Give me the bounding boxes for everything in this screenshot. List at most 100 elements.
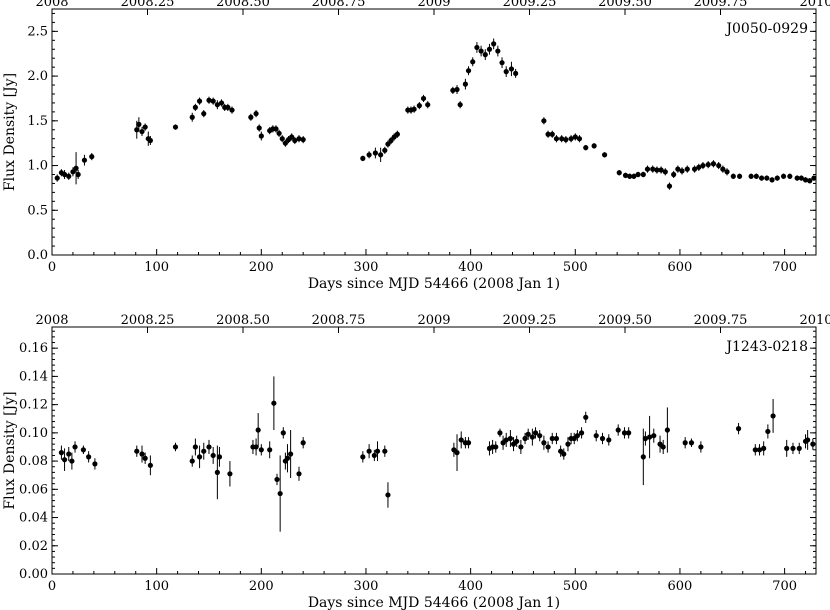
x-tick-label: 100 — [144, 579, 169, 594]
top-axis-label: 2008.75 — [312, 313, 366, 328]
data-point — [192, 444, 198, 450]
data-point — [253, 111, 259, 117]
data-point — [81, 157, 88, 163]
data-point — [276, 130, 282, 136]
data-point — [621, 430, 628, 436]
x-tick-label: 700 — [772, 579, 797, 594]
data-point — [253, 444, 259, 450]
source-name: J0050-0929 — [724, 21, 808, 37]
data-point — [684, 166, 690, 172]
data-point — [541, 440, 547, 446]
data-point — [802, 177, 809, 183]
data-point — [737, 173, 743, 179]
y-tick-label: 0.12 — [19, 398, 48, 413]
data-point — [72, 444, 78, 450]
data-point — [189, 458, 195, 464]
data-point — [545, 131, 551, 137]
data-point — [210, 98, 216, 104]
data-point — [360, 454, 366, 460]
data-point — [561, 451, 567, 457]
data-point — [61, 457, 68, 463]
data-point — [522, 435, 528, 442]
data-point — [807, 178, 813, 184]
data-point — [525, 431, 531, 437]
x-tick-label: 100 — [144, 260, 169, 275]
data-point — [142, 455, 148, 461]
data-point — [474, 44, 480, 51]
data-point — [748, 173, 754, 179]
x-tick-label: 600 — [668, 579, 693, 594]
top-axis-label: 2009.75 — [694, 0, 748, 10]
data-point — [769, 177, 775, 183]
top-axis-label: 2009.50 — [598, 0, 652, 10]
data-point — [385, 141, 391, 147]
data-point — [256, 125, 262, 131]
data-point — [486, 46, 493, 52]
plot-frame — [51, 326, 817, 575]
x-tick-label: 200 — [249, 260, 274, 275]
data-point — [255, 427, 261, 433]
data-point — [545, 444, 551, 450]
data-point — [679, 168, 685, 174]
x-tick-label: 0 — [48, 260, 56, 275]
data-point — [654, 167, 660, 173]
data-point — [300, 137, 306, 143]
data-point — [371, 452, 377, 459]
top-axis-label: 2009.50 — [598, 313, 652, 328]
data-point — [532, 430, 539, 436]
y-tick-label: 0.10 — [19, 426, 48, 441]
top-axis-label: 2008.50 — [216, 313, 270, 328]
data-point — [142, 124, 148, 130]
data-point — [537, 433, 543, 439]
data-point — [716, 162, 722, 169]
data-point — [279, 136, 285, 142]
data-point — [507, 435, 513, 442]
top-axis-label: 2008.50 — [216, 0, 270, 10]
data-point — [495, 48, 501, 54]
y-tick-label: 0.16 — [19, 341, 48, 356]
data-point — [541, 118, 547, 124]
data-point — [599, 435, 606, 442]
data-point — [576, 136, 583, 142]
data-point — [210, 452, 216, 459]
data-point — [518, 444, 524, 450]
data-point — [300, 440, 306, 446]
data-point — [660, 444, 666, 450]
data-point — [720, 166, 726, 172]
data-point — [675, 166, 681, 172]
data-point — [616, 170, 622, 176]
data-point — [691, 166, 698, 172]
data-point — [86, 454, 92, 460]
data-point — [216, 454, 223, 460]
data-point — [420, 95, 427, 102]
data-point — [465, 68, 472, 74]
data-point — [92, 461, 98, 467]
data-point — [214, 102, 220, 108]
data-point — [382, 147, 388, 153]
data-point — [69, 458, 75, 464]
data-point — [196, 98, 203, 104]
data-point — [758, 175, 765, 181]
data-point — [201, 448, 207, 454]
x-tick-label: 700 — [772, 260, 797, 275]
data-point — [139, 451, 145, 457]
top-axis-label: 2010 — [799, 313, 830, 328]
data-point — [271, 400, 277, 406]
data-point — [196, 454, 203, 460]
data-point — [696, 164, 702, 170]
data-point — [626, 430, 632, 436]
data-point — [593, 433, 599, 439]
data-point — [794, 175, 800, 181]
x-tick-label: 300 — [354, 260, 379, 275]
data-point — [503, 437, 509, 443]
data-point — [284, 455, 291, 461]
data-point — [601, 152, 608, 158]
data-point — [664, 427, 670, 433]
data-point — [274, 476, 280, 483]
data-point — [529, 434, 535, 440]
data-point — [559, 136, 565, 142]
data-point — [54, 175, 60, 181]
data-point — [698, 444, 704, 450]
data-point — [710, 161, 717, 167]
